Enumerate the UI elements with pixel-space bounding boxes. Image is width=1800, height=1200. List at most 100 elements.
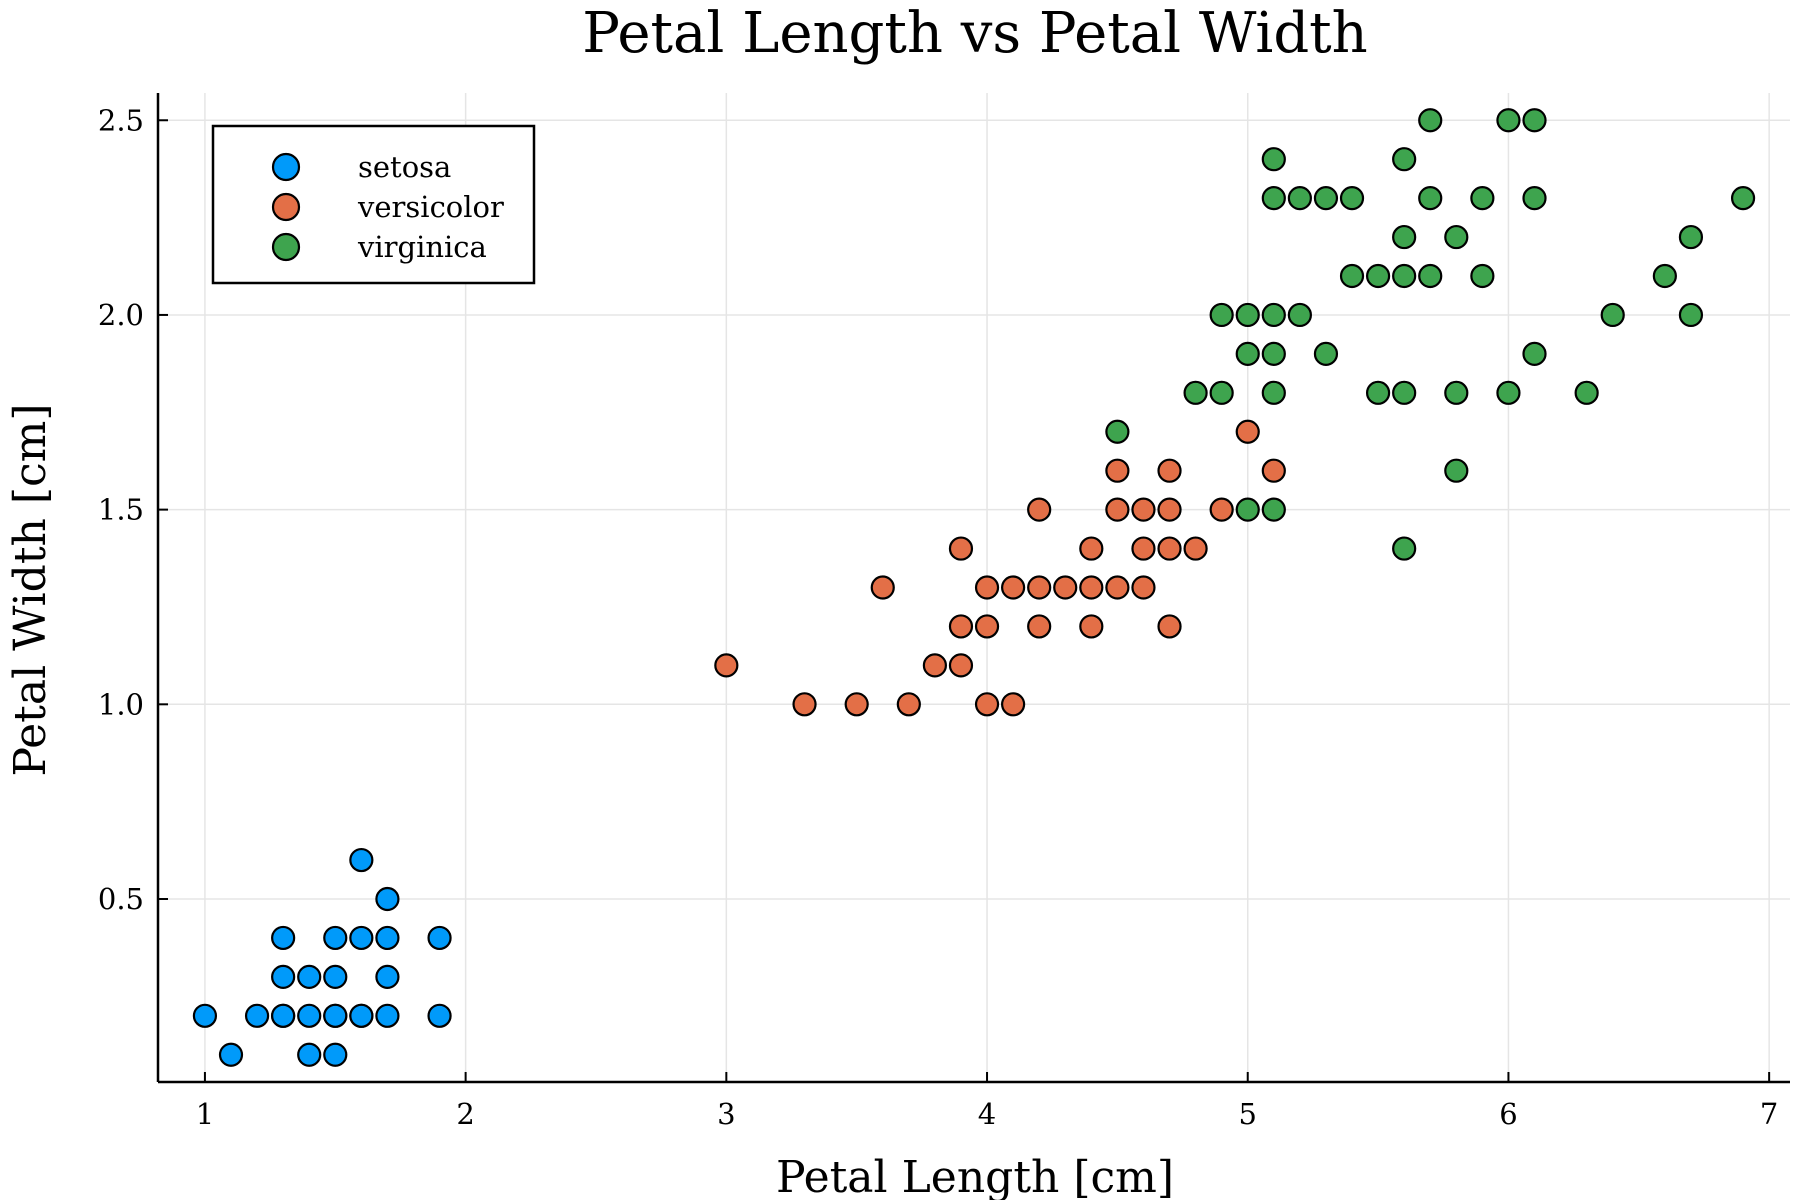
legend-label-virginica: virginica bbox=[357, 230, 487, 264]
data-point-virginica bbox=[1313, 186, 1339, 211]
data-point-versicolor bbox=[922, 653, 947, 678]
data-point-versicolor bbox=[948, 653, 974, 678]
data-point-setosa bbox=[375, 886, 400, 912]
data-point-virginica bbox=[1339, 263, 1365, 289]
data-point-virginica bbox=[1444, 458, 1469, 483]
y-tick-label: 1.5 bbox=[98, 493, 144, 527]
data-points bbox=[192, 108, 1756, 1067]
y-axis-label: Petal Width [cm] bbox=[5, 403, 56, 776]
data-point-versicolor bbox=[792, 692, 817, 717]
data-point-setosa bbox=[323, 1003, 348, 1028]
data-point-versicolor bbox=[1235, 419, 1260, 444]
data-point-setosa bbox=[297, 1003, 322, 1028]
data-point-versicolor bbox=[1157, 536, 1182, 561]
data-point-versicolor bbox=[1027, 575, 1052, 600]
series-setosa bbox=[192, 847, 452, 1067]
legend-box bbox=[211, 124, 536, 285]
data-point-setosa bbox=[192, 1003, 218, 1028]
data-point-virginica bbox=[1235, 497, 1260, 522]
data-point-setosa bbox=[427, 925, 452, 951]
data-point-virginica bbox=[1392, 147, 1417, 172]
data-point-setosa bbox=[375, 1003, 400, 1028]
data-point-versicolor bbox=[1079, 614, 1104, 639]
y-tick-label: 1.0 bbox=[98, 687, 144, 721]
data-point-virginica bbox=[1209, 302, 1234, 328]
data-point-versicolor bbox=[1027, 614, 1052, 639]
data-point-virginica bbox=[1418, 108, 1443, 133]
data-point-virginica bbox=[1470, 263, 1495, 289]
data-point-virginica bbox=[1313, 341, 1339, 366]
data-point-versicolor bbox=[1001, 575, 1026, 600]
data-point-virginica bbox=[1261, 341, 1286, 366]
data-point-versicolor bbox=[1157, 497, 1182, 522]
data-point-virginica bbox=[1574, 380, 1599, 405]
series-virginica bbox=[1105, 108, 1756, 561]
data-point-setosa bbox=[271, 925, 296, 951]
x-tick-label: 6 bbox=[1499, 1097, 1517, 1131]
data-point-versicolor bbox=[974, 614, 1000, 639]
data-point-virginica bbox=[1235, 341, 1260, 366]
data-point-virginica bbox=[1470, 186, 1495, 211]
data-point-setosa bbox=[297, 1042, 322, 1067]
data-point-virginica bbox=[1209, 380, 1234, 405]
x-tick-label: 2 bbox=[456, 1097, 474, 1131]
grid bbox=[158, 93, 1790, 1082]
data-point-setosa bbox=[375, 964, 400, 989]
data-point-virginica bbox=[1261, 380, 1286, 405]
data-point-virginica bbox=[1600, 302, 1625, 328]
legend-label-versicolor: versicolor bbox=[357, 190, 504, 224]
data-point-versicolor bbox=[1131, 497, 1156, 522]
data-point-setosa bbox=[323, 1042, 348, 1067]
data-point-setosa bbox=[297, 964, 322, 989]
data-point-versicolor bbox=[1157, 458, 1182, 483]
data-point-setosa bbox=[349, 1003, 374, 1028]
legend: setosa versicolor virginica bbox=[211, 124, 536, 285]
legend-marker-setosa bbox=[271, 152, 301, 182]
data-point-virginica bbox=[1522, 186, 1547, 211]
data-point-virginica bbox=[1392, 536, 1417, 561]
data-point-versicolor bbox=[896, 692, 921, 717]
data-point-virginica bbox=[1496, 108, 1521, 133]
data-point-virginica bbox=[1261, 186, 1286, 211]
data-point-versicolor bbox=[1105, 497, 1130, 522]
data-point-virginica bbox=[1235, 302, 1260, 328]
legend-marker-virginica bbox=[271, 232, 301, 262]
data-point-virginica bbox=[1496, 380, 1521, 405]
data-point-versicolor bbox=[1261, 458, 1286, 483]
data-point-versicolor bbox=[714, 653, 739, 678]
data-point-virginica bbox=[1365, 380, 1391, 405]
data-point-setosa bbox=[375, 925, 400, 951]
data-point-versicolor bbox=[1131, 575, 1156, 600]
data-point-setosa bbox=[271, 964, 296, 989]
data-point-virginica bbox=[1522, 108, 1547, 133]
axes bbox=[156, 93, 1790, 1084]
y-tick-label: 0.5 bbox=[98, 882, 144, 916]
data-point-setosa bbox=[349, 925, 374, 951]
data-point-versicolor bbox=[1001, 692, 1026, 717]
data-point-virginica bbox=[1183, 380, 1208, 405]
data-point-setosa bbox=[218, 1042, 244, 1067]
data-point-virginica bbox=[1444, 224, 1469, 250]
data-point-versicolor bbox=[1183, 536, 1208, 561]
data-point-virginica bbox=[1392, 263, 1417, 289]
x-tick-label: 1 bbox=[196, 1097, 214, 1131]
data-point-setosa bbox=[349, 847, 374, 873]
data-point-versicolor bbox=[1079, 536, 1104, 561]
data-point-virginica bbox=[1287, 302, 1312, 328]
data-point-versicolor bbox=[1209, 497, 1234, 522]
data-point-versicolor bbox=[1105, 575, 1130, 600]
x-tick-label: 3 bbox=[717, 1097, 735, 1131]
data-point-versicolor bbox=[974, 575, 1000, 600]
data-point-setosa bbox=[244, 1003, 270, 1028]
data-point-versicolor bbox=[948, 536, 974, 561]
x-tick-label: 7 bbox=[1760, 1097, 1778, 1131]
data-point-virginica bbox=[1730, 186, 1756, 211]
data-point-versicolor bbox=[948, 614, 974, 639]
data-point-virginica bbox=[1678, 224, 1704, 250]
data-point-versicolor bbox=[1027, 497, 1052, 522]
y-tick-label: 2.0 bbox=[98, 298, 144, 332]
data-point-setosa bbox=[271, 1003, 296, 1028]
data-point-virginica bbox=[1261, 497, 1286, 522]
data-point-virginica bbox=[1339, 186, 1365, 211]
